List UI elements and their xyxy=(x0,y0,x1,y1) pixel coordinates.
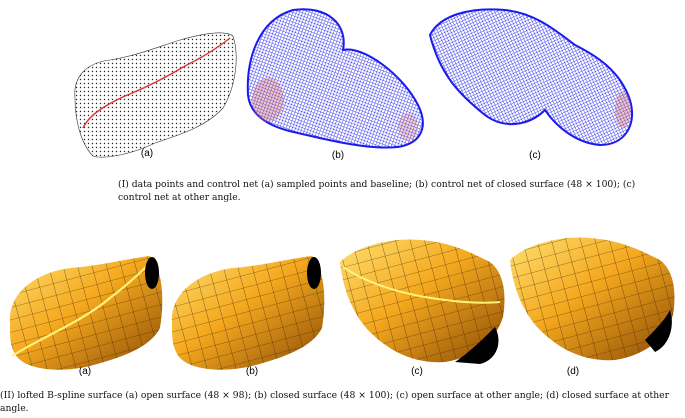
panel-label: (b) xyxy=(331,150,345,161)
surface-image xyxy=(9,256,163,370)
baseline-curve xyxy=(82,37,231,129)
panel-label: (d) xyxy=(566,366,580,377)
figure-panel-top-c: (c) xyxy=(425,5,640,163)
figure-panel-bottom-d: (d) xyxy=(505,230,680,380)
figure-panel-bottom-c: (c) xyxy=(335,232,510,380)
figure-panel-bottom-b: (b) xyxy=(160,248,335,378)
surface-image xyxy=(340,239,505,364)
figure-caption-bottom: (II) lofted B-spline surface (a) open su… xyxy=(0,390,669,414)
panel-label: (c) xyxy=(411,366,423,377)
figure-panel-top-b: (b) xyxy=(238,5,433,163)
panel-label: (b) xyxy=(245,366,259,377)
figure-caption-top: (I) data points and control net (a) samp… xyxy=(118,179,636,203)
figure-panel-bottom-a: (a) xyxy=(0,248,170,378)
figure-panel-top-a: (a) xyxy=(55,18,245,163)
surface-image xyxy=(510,237,675,361)
surface-image xyxy=(171,256,325,370)
panel-label: (a) xyxy=(140,148,154,159)
panel-label: (a) xyxy=(78,366,92,377)
control-net-image xyxy=(246,8,424,149)
panel-label: (c) xyxy=(529,150,541,161)
control-net-image xyxy=(428,8,633,147)
point-cloud-image xyxy=(74,32,237,158)
